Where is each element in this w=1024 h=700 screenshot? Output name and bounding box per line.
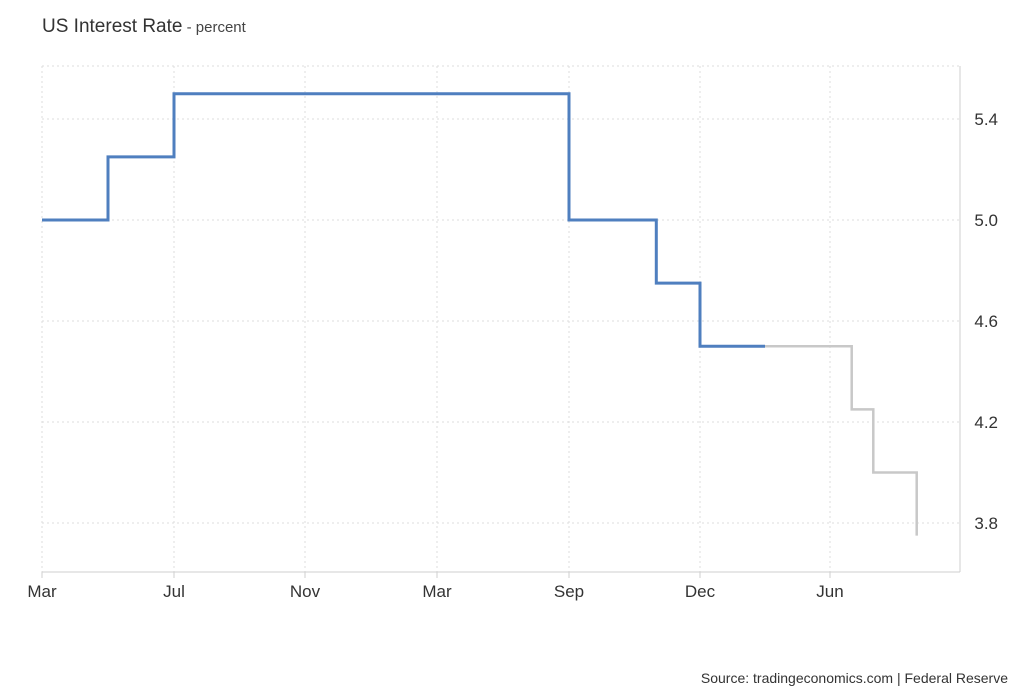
chart-svg: Mar Jul Nov Mar Sep Dec Jun 3.8 4.2 4.6 5.0 5.4: [27, 65, 998, 601]
chart-tick-labels: Mar Jul Nov Mar Sep Dec Jun 3.8 4.2 4.6 5.0 5.4: [27, 110, 998, 601]
chart-axes: [41, 66, 961, 578]
y-tick-label: 4.2: [974, 413, 998, 432]
y-tick-label: 4.6: [974, 312, 998, 331]
series-line-actual: [42, 92, 765, 348]
series-line-forecast: [765, 345, 918, 536]
x-tick-label: Jun: [816, 582, 843, 601]
x-tick-label: Jul: [163, 582, 185, 601]
x-tick-label: Dec: [685, 582, 716, 601]
x-tick-label: Sep: [554, 582, 584, 601]
source-credit: Source: tradingeconomics.com | Federal R…: [700, 670, 1008, 686]
chart-title: US Interest Rate - percent: [42, 16, 246, 38]
y-tick-label: 5.4: [974, 110, 998, 129]
chart-title-text: US Interest Rate: [42, 16, 183, 37]
x-tick-label: Mar: [27, 582, 57, 601]
y-tick-label: 5.0: [974, 211, 998, 230]
x-tick-label: Nov: [290, 582, 321, 601]
chart-series-group: [41, 92, 918, 536]
x-tick-label: Mar: [422, 582, 452, 601]
chart-unit-label: - percent: [182, 19, 246, 36]
y-tick-label: 3.8: [974, 514, 998, 533]
chart-grid: [41, 65, 960, 572]
